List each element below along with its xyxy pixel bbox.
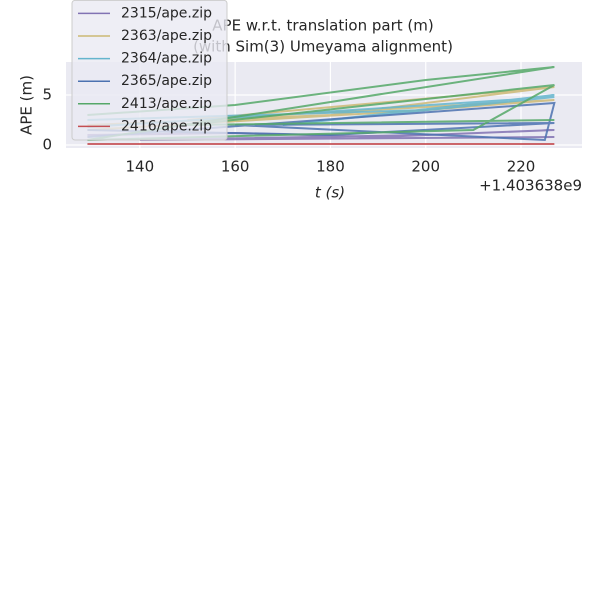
legend-label: 2413/ape.zip bbox=[121, 96, 212, 112]
x-tick-label: 180 bbox=[316, 158, 345, 176]
legend-label: 2315/ape.zip bbox=[121, 5, 212, 21]
y-tick-label: 5 bbox=[42, 86, 52, 104]
x-offset-label: +1.403638e9 bbox=[479, 177, 582, 195]
legend-label: 2363/ape.zip bbox=[121, 28, 212, 44]
x-tick-label: 140 bbox=[126, 158, 155, 176]
chart-title: APE w.r.t. translation part (m) bbox=[212, 17, 433, 35]
x-tick-label: 160 bbox=[221, 158, 250, 176]
legend-label: 2364/ape.zip bbox=[121, 51, 212, 67]
x-tick-label: 220 bbox=[507, 158, 536, 176]
chart-subtitle: (with Sim(3) Umeyama alignment) bbox=[193, 38, 453, 56]
legend-label: 2365/ape.zip bbox=[121, 73, 212, 89]
x-tick-label: 200 bbox=[411, 158, 440, 176]
legend-box bbox=[71, 0, 228, 141]
x-axis-label: t (s) bbox=[315, 184, 345, 202]
y-tick-label: 0 bbox=[42, 136, 52, 154]
legend-label: 2416/ape.zip bbox=[121, 118, 212, 134]
series-line bbox=[87, 94, 555, 128]
y-axis-label: APE (m) bbox=[18, 75, 36, 135]
